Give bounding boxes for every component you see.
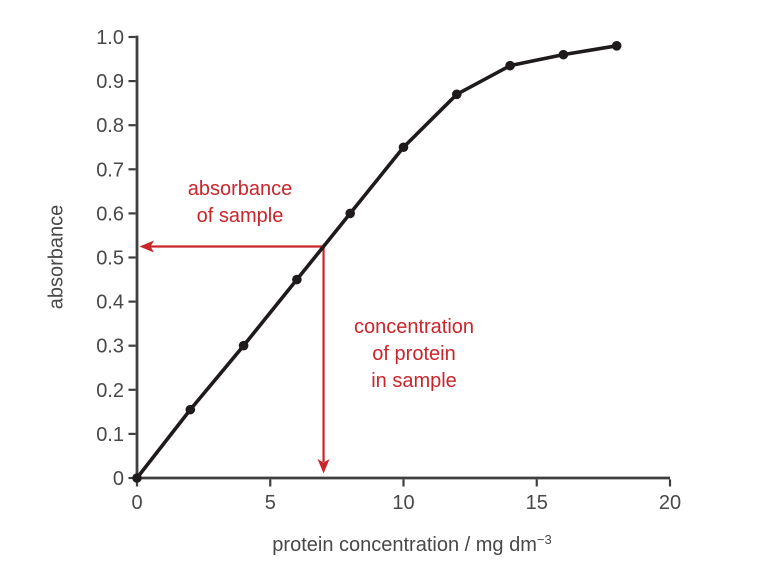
- data-point: [505, 60, 515, 71]
- annotation-line: concentration: [353, 316, 475, 338]
- annotation-line: of protein: [372, 343, 456, 365]
- y-axis-title: absorbance: [45, 204, 68, 310]
- y-tick-label: 0.8: [96, 115, 124, 137]
- data-point: [238, 340, 249, 351]
- x-axis-title-text: protein concentration / mg dm: [272, 534, 537, 556]
- calibration-curve: [135, 44, 619, 480]
- data-point: [558, 49, 569, 60]
- down-arrowhead: [317, 459, 330, 474]
- data-point: [132, 473, 142, 483]
- data-point: [292, 274, 302, 285]
- data-point: [452, 89, 462, 100]
- data-point: [185, 404, 196, 415]
- y-tick-label: 0.6: [96, 203, 124, 225]
- y-tick-label: 0.3: [96, 336, 124, 358]
- concentration-of-protein-annotation: concentration of protein in sample: [354, 314, 474, 395]
- data-point: [345, 208, 356, 219]
- y-tick-label: 0.5: [96, 248, 124, 270]
- x-tick-label: 15: [526, 492, 548, 514]
- y-tick-label: 0.2: [96, 380, 124, 402]
- x-tick-label: 5: [265, 492, 276, 514]
- annotation-line: of sample: [196, 205, 284, 227]
- y-tick-label: 0.4: [96, 292, 124, 314]
- x-axis-title-superscript: −3: [536, 532, 552, 547]
- annotation-line: in sample: [371, 370, 457, 392]
- y-tick-label: 0: [113, 468, 124, 490]
- y-tick-label: 1.0: [96, 27, 124, 49]
- x-tick-label: 20: [659, 492, 681, 514]
- y-tick-label: 0.7: [96, 159, 124, 181]
- y-tick-label: 0.1: [96, 424, 124, 446]
- left-arrowhead: [139, 240, 154, 253]
- x-axis-title: protein concentration / mg dm−3: [272, 532, 552, 557]
- annotation-line: absorbance: [187, 178, 293, 200]
- x-tick-label: 0: [131, 492, 142, 514]
- data-point: [611, 41, 622, 51]
- x-tick-label: 10: [392, 492, 414, 514]
- data-point: [398, 142, 409, 153]
- absorbance-of-sample-annotation: absorbance of sample: [188, 176, 293, 230]
- y-tick-label: 0.9: [96, 71, 124, 93]
